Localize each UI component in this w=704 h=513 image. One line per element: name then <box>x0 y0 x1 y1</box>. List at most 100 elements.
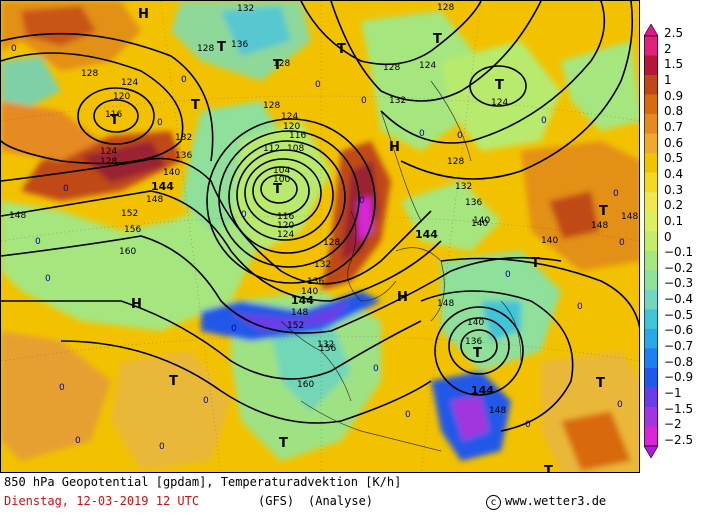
contour-label: 124 <box>121 78 139 88</box>
low-pressure-label: T <box>110 113 119 128</box>
weather-map: H T T T T T T H T T T H H T T T T T T 13… <box>0 0 640 473</box>
run-kind: (Analyse) <box>308 494 374 508</box>
high-pressure-label: H <box>131 297 142 312</box>
zero-advection-label: 0 <box>457 131 463 141</box>
colorbar-swatch <box>644 114 658 135</box>
contour-label: 152 <box>121 209 139 219</box>
contour-label: 116 <box>105 110 123 120</box>
low-pressure-label: T <box>169 374 178 389</box>
low-pressure-label: T <box>279 436 288 451</box>
contour-label: 160 <box>119 247 137 257</box>
contour-label: 136 <box>465 198 483 208</box>
low-pressure-label: T <box>473 346 482 361</box>
colorbar-tick-label: 2.5 <box>664 26 684 40</box>
colorbar-tick-label: −0.1 <box>664 245 694 260</box>
contour-label: 136 <box>465 337 483 347</box>
colorbar-swatch <box>644 406 658 427</box>
contour-label: 128 <box>81 69 99 79</box>
colorbar-swatch <box>644 387 658 408</box>
zero-advection-label: 0 <box>45 274 51 284</box>
colorbar-tick-label: 0.8 <box>664 104 684 119</box>
contour-label: 116 <box>277 212 295 222</box>
colorbar-swatch <box>644 153 658 174</box>
low-pressure-label: T <box>217 40 226 55</box>
colorbar-tick-label: −0.9 <box>664 370 694 385</box>
contour-label: 128 <box>197 44 215 54</box>
zero-advection-label: 0 <box>617 400 623 410</box>
contour-label: 144 <box>471 384 494 397</box>
contour-label: 132 <box>237 4 255 14</box>
colorbar-tick-label: −1.5 <box>664 401 694 416</box>
low-pressure-label: T <box>273 58 282 73</box>
contour-label: 132 <box>314 260 332 270</box>
contour-label: 152 <box>287 321 305 331</box>
contour-label: 148 <box>437 299 455 309</box>
colorbar-swatch <box>644 192 658 213</box>
colorbar-frame <box>644 35 658 447</box>
colorbar-swatch <box>644 36 658 57</box>
contour-label: 132 <box>455 182 473 192</box>
contour-label: 132 <box>175 133 193 143</box>
zero-advection-label: 0 <box>541 116 547 126</box>
high-pressure-label: H <box>138 7 149 22</box>
contour-label: 116 <box>289 131 307 141</box>
contour-label: 124 <box>100 147 118 157</box>
contour-label: 160 <box>297 380 315 390</box>
colorbar-tick-label: −0.3 <box>664 276 694 291</box>
low-pressure-label: T <box>544 464 553 473</box>
colorbar-tick-label: 0 <box>664 229 672 244</box>
low-pressure-label: T <box>495 78 504 93</box>
contour-label: 148 <box>146 195 164 205</box>
contour-label: 148 <box>489 406 507 416</box>
map-footer: 850 hPa Geopotential [gpdam], Temperatur… <box>0 473 640 513</box>
advection-colorbar <box>644 24 658 458</box>
colorbar-tick-label: −0.6 <box>664 323 694 338</box>
contour-label: 128 <box>100 157 118 167</box>
zero-advection-label: 0 <box>11 44 17 54</box>
zero-advection-label: 0 <box>75 436 81 446</box>
contour-label: 140 <box>541 236 559 246</box>
zero-advection-label: 0 <box>405 410 411 420</box>
contour-label: 128 <box>263 101 281 111</box>
colorbar-tick-label: 0.7 <box>664 119 684 134</box>
geopotential-contours <box>1 1 639 432</box>
colorbar-tick-label: −0.7 <box>664 339 694 354</box>
zero-advection-label: 0 <box>159 442 165 452</box>
zero-advection-label: 0 <box>577 302 583 312</box>
colorbar-tick-label: 1.5 <box>664 57 684 72</box>
advection-patches <box>1 1 639 472</box>
contour-label: 124 <box>277 230 295 240</box>
colorbar-tick-label: −0.8 <box>664 354 694 369</box>
colorbar-swatch <box>644 55 658 76</box>
zero-advection-label: 0 <box>505 270 511 280</box>
contour-label: 140 <box>473 216 491 226</box>
credit: c www.wetter3.de <box>486 494 606 510</box>
contour-label: 108 <box>287 144 305 154</box>
contour-label: 124 <box>281 112 299 122</box>
credit-text: www.wetter3.de <box>505 494 607 508</box>
zero-advection-label: 0 <box>35 237 41 247</box>
zero-advection-label: 0 <box>59 383 65 393</box>
contour-label: 148 <box>291 308 309 318</box>
colorbar-tick-label: −1 <box>664 386 682 401</box>
zero-advection-label: 0 <box>361 96 367 106</box>
colorbar-tick-label: 0.4 <box>664 166 684 181</box>
contour-label: 128 <box>447 157 465 167</box>
colorbar-swatch <box>644 133 658 154</box>
contour-label: 136 <box>175 151 193 161</box>
colorbar-swatch <box>644 75 658 96</box>
colorbar-tick-label: −0.2 <box>664 260 694 275</box>
zero-advection-label: 0 <box>315 80 321 90</box>
contour-label: 124 <box>419 61 437 71</box>
contour-label: 104 <box>273 166 291 176</box>
low-pressure-label: T <box>273 182 282 197</box>
colorbar-tick-label: −2 <box>664 417 682 432</box>
low-pressure-label: T <box>337 42 346 57</box>
colorbar-top-arrow <box>644 24 658 37</box>
zero-advection-label: 0 <box>157 118 163 128</box>
model-name: (GFS) <box>258 494 295 508</box>
contour-label: 128 <box>383 63 401 73</box>
zero-advection-label: 0 <box>525 420 531 430</box>
colorbar-tick-label: 1 <box>664 72 672 87</box>
contour-label: 156 <box>319 344 337 354</box>
